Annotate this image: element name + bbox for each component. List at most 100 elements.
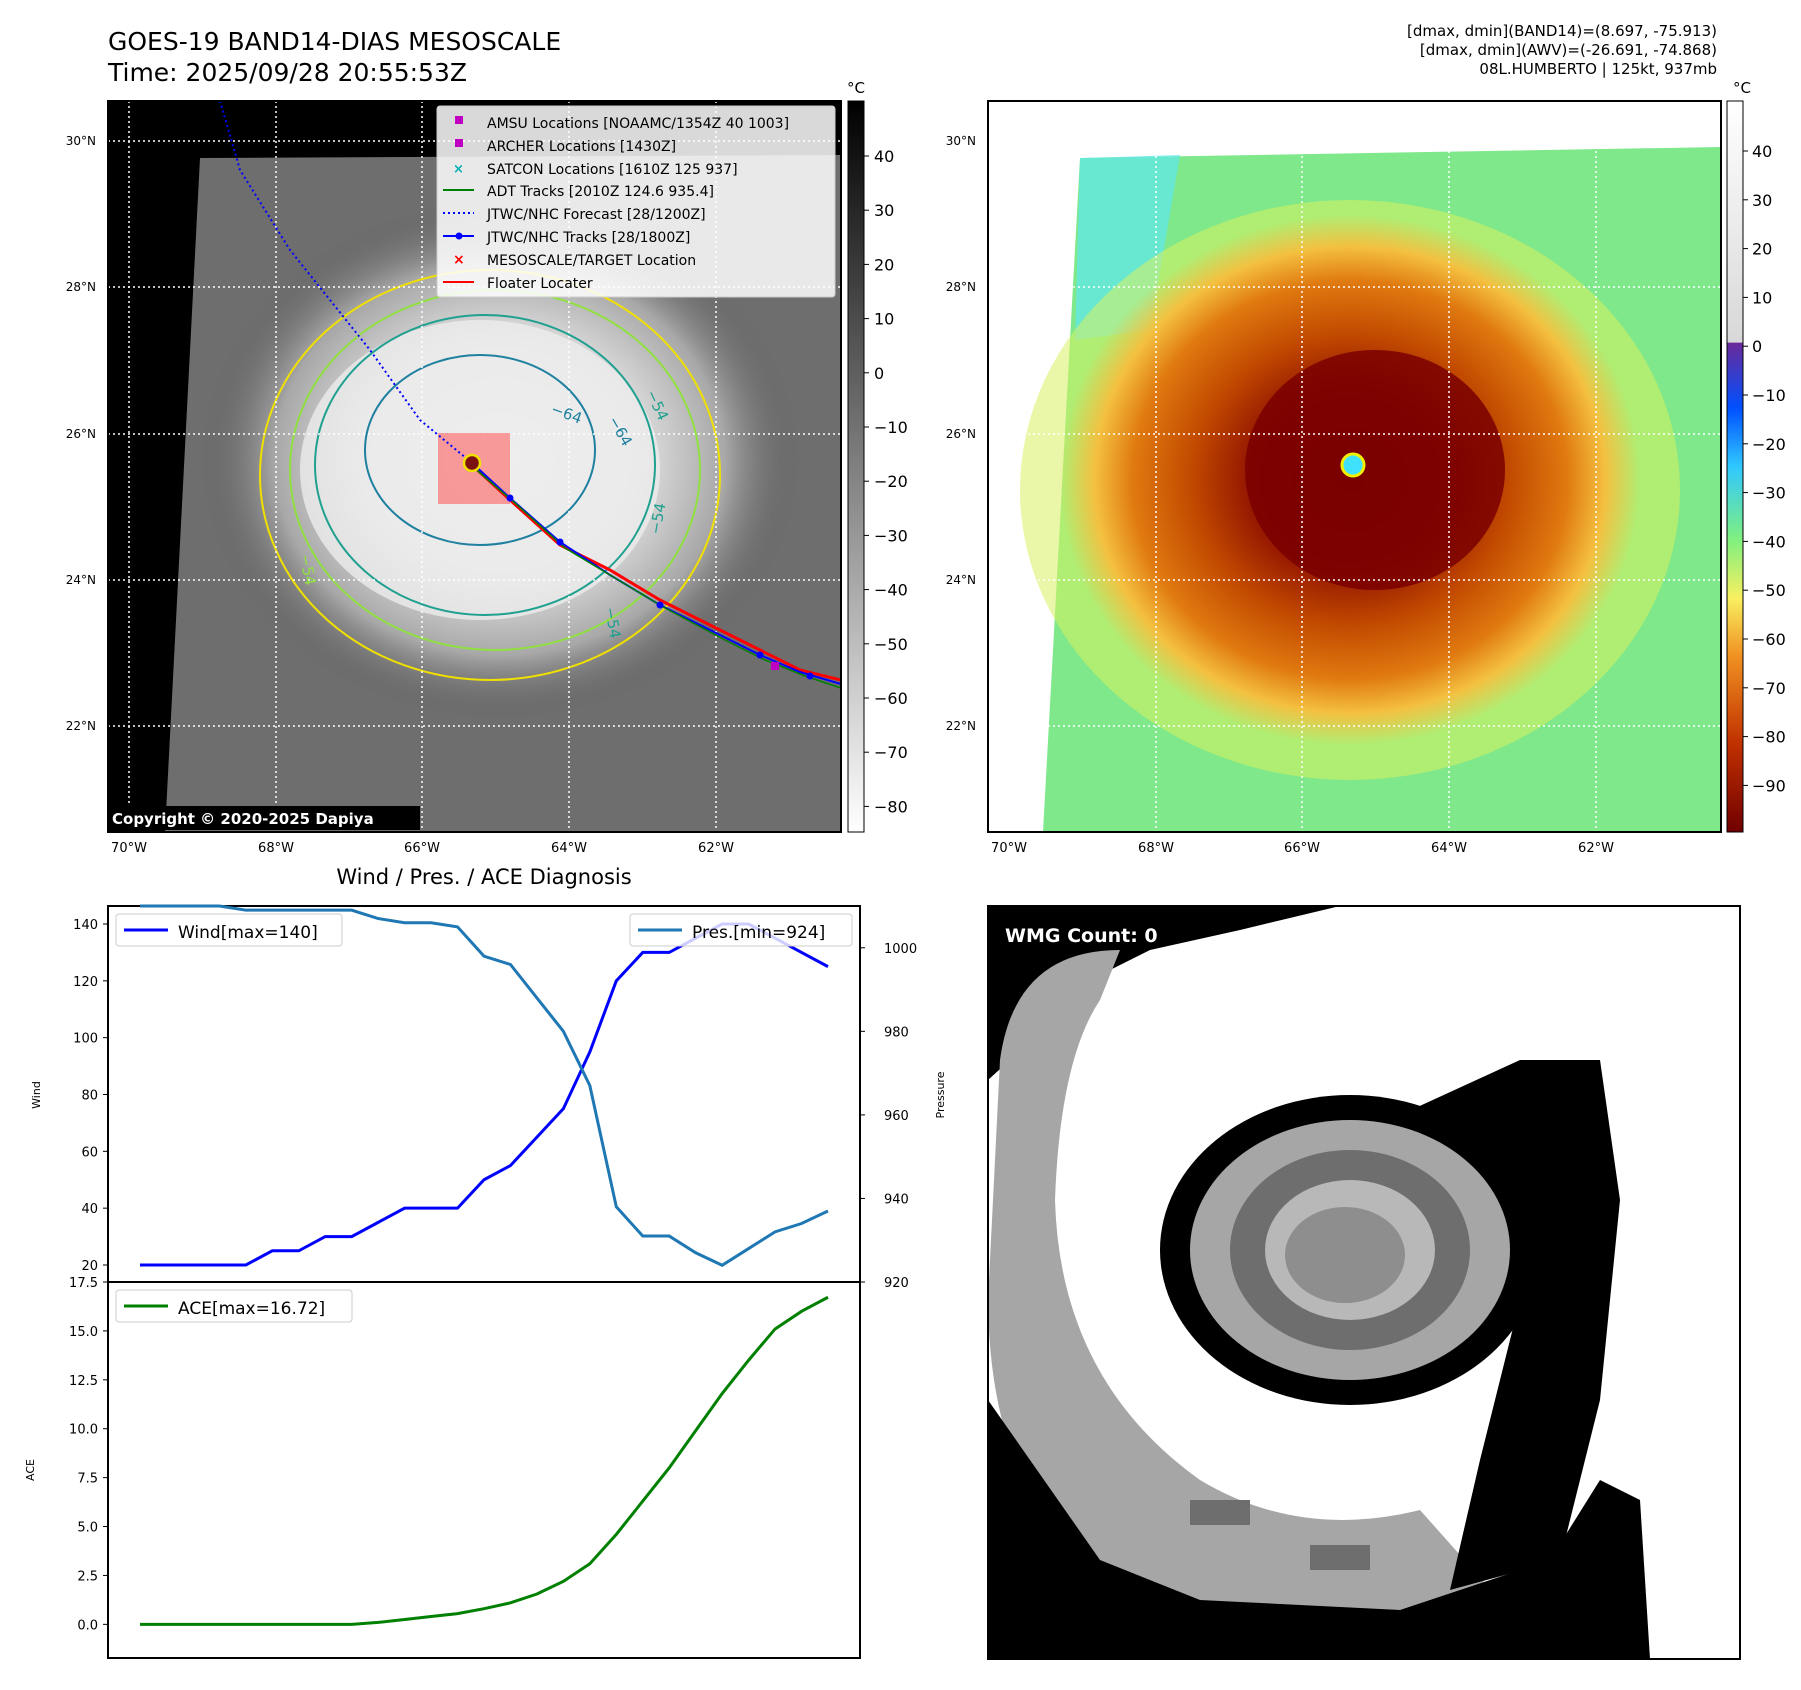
colorbar-tick-label: −80: [1752, 728, 1786, 747]
colorbar-tick-label: −90: [1752, 776, 1786, 795]
wind-legend: Wind[max=140]: [115, 913, 343, 947]
ir-colorbar-unit: °C: [847, 79, 865, 97]
lat-tick-label: 22°N: [66, 719, 96, 733]
colorbar-tick-label: −30: [1752, 484, 1786, 503]
legend-label: JTWC/NHC Tracks [28/1800Z]: [486, 230, 690, 246]
ace-tick-label: 5.0: [77, 1521, 98, 1536]
legend-label: AMSU Locations [NOAAMC/1354Z 40 1003]: [487, 116, 789, 132]
colorbar-tick-label: −20: [1752, 435, 1786, 454]
wind-axis-label: Wind: [30, 1081, 43, 1109]
colorbar-tick-label: 0: [874, 364, 884, 383]
lon-tick-label: 64°W: [551, 841, 587, 856]
colorbar-tick-label: 40: [874, 147, 894, 166]
awv-colorbar-unit: °C: [1733, 79, 1751, 97]
lat-tick-label: 28°N: [66, 280, 96, 294]
wmg-frame: [987, 905, 1741, 1660]
colorbar-tick-label: −80: [874, 797, 908, 816]
lon-tick-label: 68°W: [258, 841, 294, 856]
lat-tick-label: 30°N: [66, 134, 96, 148]
colorbar-tick-label: −20: [874, 472, 908, 491]
lon-tick-label: 70°W: [991, 841, 1027, 856]
lon-tick-label: 64°W: [1431, 841, 1467, 856]
wind-tick-label: 120: [73, 975, 98, 990]
lat-tick-label: 22°N: [946, 719, 976, 733]
ir-legend: AMSU Locations [NOAAMC/1354Z 40 1003] AR…: [436, 105, 836, 298]
dmax-awv: [dmax, dmin](AWV)=(-26.691, -74.868): [1419, 41, 1717, 59]
colorbar-tick-label: 0: [1752, 337, 1762, 356]
colorbar-tick-label: −70: [1752, 679, 1786, 698]
colorbar-tick-label: 20: [1752, 240, 1772, 259]
chart-title: Wind / Pres. / ACE Diagnosis: [336, 865, 631, 889]
figure-title: GOES-19 BAND14-DIAS MESOSCALE Time: 2025…: [108, 26, 561, 88]
ir-frame: [107, 100, 842, 833]
ace-tick-label: 10.0: [69, 1423, 98, 1438]
storm-eye: [462, 453, 482, 473]
colorbar-tick-label: −10: [1752, 386, 1786, 405]
lon-tick-label: 66°W: [404, 841, 440, 856]
lon-tick-label: 66°W: [1284, 841, 1320, 856]
legend-label: Floater Locater: [487, 276, 593, 292]
awv-frame: [987, 100, 1722, 833]
lon-tick-label: 68°W: [1138, 841, 1174, 856]
legend-label: JTWC/NHC Forecast [28/1200Z]: [486, 207, 706, 223]
pressure-axis-label: Pressure: [934, 1071, 947, 1118]
adt-track: [471, 465, 841, 689]
wind-tick-label: 40: [81, 1202, 98, 1217]
pressure-tick-label: 940: [884, 1192, 909, 1207]
product-title: GOES-19 BAND14-DIAS MESOSCALE: [108, 27, 562, 56]
ir-colorbar: [847, 100, 865, 833]
ace-axis-label: ACE: [24, 1459, 37, 1481]
wind-tick-label: 80: [81, 1089, 98, 1104]
pressure-tick-label: 960: [884, 1109, 909, 1124]
colorbar-tick-label: 10: [1752, 288, 1772, 307]
wind-legend-label: Wind[max=140]: [178, 923, 318, 943]
colorbar-tick-label: −60: [874, 689, 908, 708]
colorbar-tick-label: −40: [1752, 532, 1786, 551]
pressure-tick-label: 920: [884, 1276, 909, 1291]
pressure-legend-label: Pres.[min=924]: [692, 923, 825, 943]
ace-tick-label: 17.5: [69, 1276, 98, 1291]
wind-pressure-plot: [107, 905, 861, 1283]
figure-meta: [dmax, dmin](BAND14)=(8.697, -75.913) [d…: [1407, 22, 1717, 79]
wmg-count: WMG Count: 0: [1005, 925, 1158, 947]
lon-tick-label: 62°W: [698, 841, 734, 856]
wind-tick-label: 20: [81, 1259, 98, 1274]
contour-label: −54: [646, 501, 669, 535]
lat-tick-label: 24°N: [66, 573, 96, 587]
pressure-series-line: [140, 904, 829, 1267]
legend-label: ARCHER Locations [1430Z]: [487, 139, 676, 155]
pressure-legend: Pres.[min=924]: [629, 913, 853, 947]
forecast-track: [219, 101, 473, 464]
colorbar-tick-label: −60: [1752, 630, 1786, 649]
colorbar-tick-label: −10: [874, 418, 908, 437]
ace-tick-label: 0.0: [77, 1618, 98, 1633]
wmg-panel: [988, 906, 1740, 1659]
colorbar-tick-label: −30: [874, 526, 908, 545]
floater-track: [470, 463, 841, 682]
copyright: Copyright © 2020-2025 Dapiya: [112, 810, 374, 828]
colorbar-tick-label: −40: [874, 581, 908, 600]
awv-map: [988, 101, 1721, 832]
colorbar-tick-label: 40: [1752, 142, 1772, 161]
colorbar-tick-label: 30: [874, 201, 894, 220]
ace-series-line: [140, 1295, 829, 1626]
colorbar-tick-label: 10: [874, 310, 894, 329]
ace-tick-label: 2.5: [77, 1569, 98, 1584]
time-label: Time: 2025/09/28 20:55:53Z: [108, 58, 467, 87]
ace-tick-label: 7.5: [77, 1472, 98, 1487]
ace-legend: ACE[max=16.72]: [115, 1289, 353, 1323]
contour-label: −54: [601, 606, 624, 640]
awv-colorbar: [1726, 100, 1744, 833]
wind-tick-label: 100: [73, 1032, 98, 1047]
svg-text:×: ×: [453, 162, 464, 177]
contour-label: −54: [296, 553, 319, 587]
lon-tick-label: 70°W: [111, 841, 147, 856]
ace-tick-label: 15.0: [69, 1325, 98, 1340]
legend-label: ADT Tracks [2010Z 124.6 935.4]: [487, 184, 714, 200]
legend-label: SATCON Locations [1610Z 125 937]: [487, 162, 738, 178]
svg-text:×: ×: [453, 252, 465, 268]
dmax-band14: [dmax, dmin](BAND14)=(8.697, -75.913): [1406, 22, 1717, 40]
copyright-box: [108, 806, 420, 830]
lat-tick-label: 28°N: [946, 280, 976, 294]
